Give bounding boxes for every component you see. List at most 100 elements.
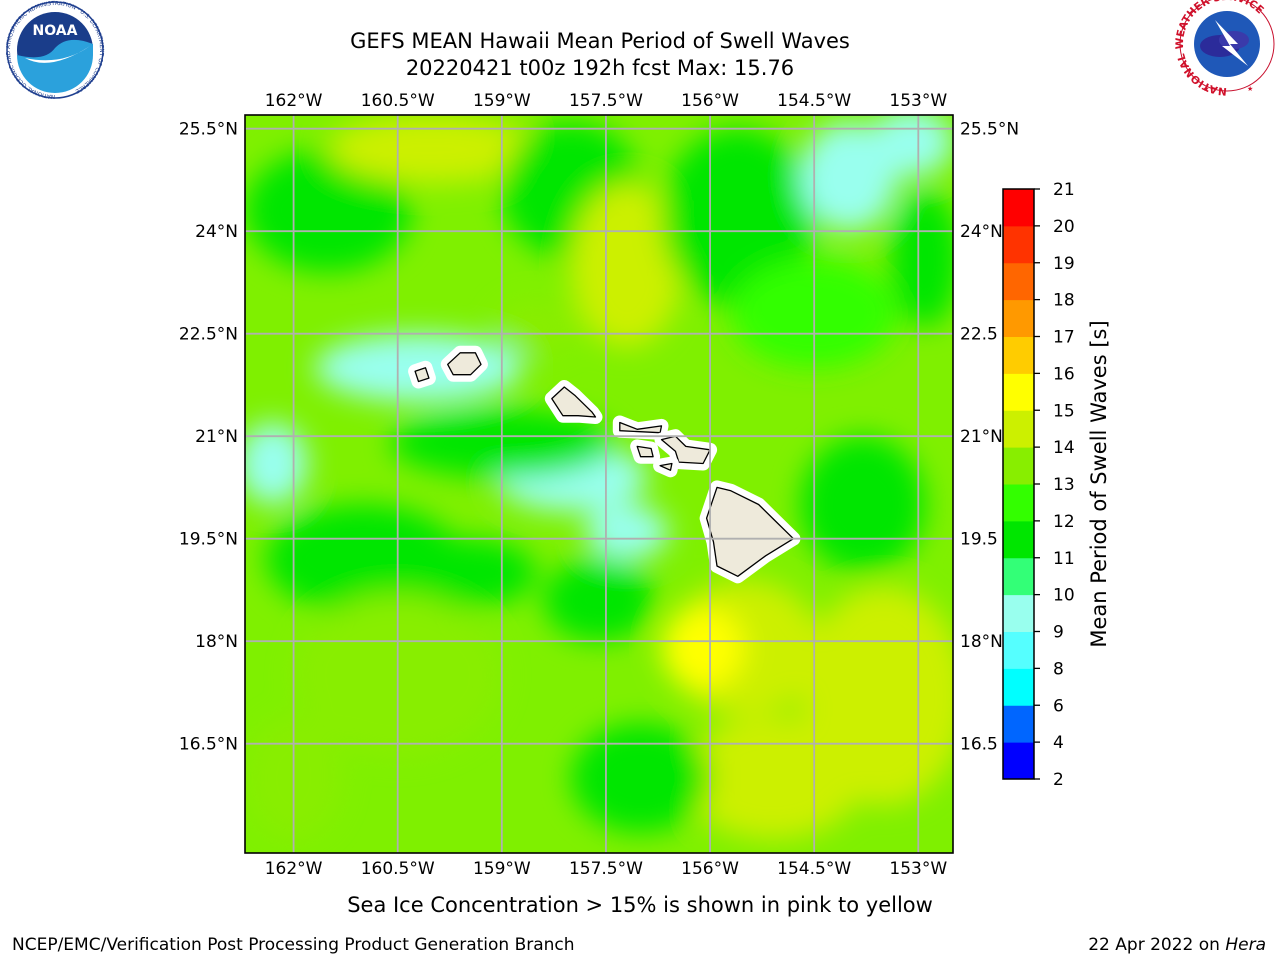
island-oahu [551, 386, 597, 418]
field-patch [245, 422, 308, 505]
map-gridlines [245, 115, 953, 853]
run-date-machine: Hera [1225, 935, 1266, 955]
colorbar-segment [1003, 557, 1034, 596]
field-patch [869, 115, 953, 177]
colorbar-segment [1003, 336, 1034, 374]
island-hawaii [705, 486, 795, 577]
lon-tick-label-bottom: 154.5°W [777, 859, 851, 879]
colorbar-segment [1003, 225, 1034, 264]
island-maui [660, 435, 711, 465]
lat-tick-label-right: 21°N [960, 427, 1003, 447]
lon-tick-label-top: 156°W [681, 91, 739, 111]
island-lanai [636, 445, 654, 458]
lat-tick-label-left: 21°N [195, 427, 238, 447]
colorbar-segment [1003, 631, 1034, 669]
lat-tick-label-right: 19.5 [960, 530, 998, 550]
map-tick-labels: 162°W 162°W 160.5°W 160.5°W 159°W 159°W 157.5°… [179, 91, 1019, 879]
lon-tick-label-bottom: 159°W [473, 859, 531, 879]
lat-tick-label-right: 16.5 [960, 735, 998, 755]
colorbar-tick-label: 17 [1053, 328, 1075, 348]
lat-tick-label-left: 25.5°N [179, 120, 238, 140]
lat-tick-label-left: 19.5°N [179, 530, 238, 550]
island-molokai [619, 421, 663, 434]
map-title-line1: GEFS MEAN Hawaii Mean Period of Swell Wa… [350, 29, 850, 53]
lat-tick-label-left: 16.5°N [179, 735, 238, 755]
lon-tick-label-top: 160.5°W [361, 91, 435, 111]
map-frame [244, 114, 954, 854]
field-patch [494, 299, 579, 355]
colorbar-segment [1003, 594, 1034, 632]
colorbar-tick-label: 2 [1053, 770, 1064, 790]
field-patch [328, 115, 537, 184]
nws-logo-icon: NATIONAL WEATHER SERVICE ★ ★ [1174, 0, 1275, 97]
island-kauai [447, 352, 482, 376]
colorbar-segment [1003, 299, 1034, 337]
colorbar-tick-label: 19 [1053, 254, 1075, 274]
colorbar-segment [1003, 484, 1034, 522]
noaa-logo-icon: NATIONAL OCEANIC AND ATMOSPHERIC ADMINIS… [6, 1, 104, 99]
lat-tick-label-left: 22.5°N [179, 325, 238, 345]
field-patch [543, 559, 655, 642]
colorbar-tick-label: 21 [1053, 180, 1075, 200]
lat-tick-label-right: 22.5 [960, 325, 998, 345]
colorbar-label: Mean Period of Swell Waves [s] [1087, 320, 1111, 647]
map-title-line2: 20220421 t00z 192h fcst Max: 15.76 [406, 56, 794, 80]
run-date-prefix: 22 Apr 2022 on [1088, 935, 1225, 955]
lon-tick-label-top: 154.5°W [777, 91, 851, 111]
colorbar-tick-label: 4 [1053, 733, 1064, 753]
colorbar-tick-label: 18 [1053, 291, 1075, 311]
lon-tick-label-bottom: 162°W [265, 859, 323, 879]
lon-tick-label-bottom: 153°W [889, 859, 947, 879]
field-patch [682, 716, 863, 840]
colorbar: 2 4 6 8 9 10 11 12 13 14 15 16 17 18 19 20 21 Mean Perio… [1002, 180, 1111, 790]
field-patch [245, 149, 412, 273]
colorbar-tick-label: 8 [1053, 659, 1064, 679]
lon-tick-label-bottom: 157.5°W [569, 859, 643, 879]
lon-tick-label-top: 162°W [265, 91, 323, 111]
colorbar-tick-label: 12 [1053, 512, 1075, 532]
lon-tick-label-top: 159°W [473, 91, 531, 111]
island-kahoolawe [659, 462, 673, 471]
colorbar-segment [1003, 668, 1034, 706]
colorbar-tick-label: 9 [1053, 623, 1064, 643]
field-patch [661, 607, 745, 689]
swell-period-map: 162°W 162°W 160.5°W 160.5°W 159°W 159°W 157.5°… [179, 91, 1019, 879]
svg-text:★: ★ [1203, 85, 1209, 93]
svg-text:★: ★ [1247, 85, 1253, 93]
run-date: 22 Apr 2022 on Hera [1088, 935, 1266, 955]
lat-tick-label-right: 18°N [960, 632, 1003, 652]
lon-tick-label-bottom: 156°W [681, 859, 739, 879]
colorbar-segment [1003, 189, 1034, 227]
field-patch [890, 190, 953, 327]
colorbar-tick-label: 14 [1053, 438, 1075, 458]
lat-tick-label-left: 24°N [195, 222, 238, 242]
field-patch [800, 436, 926, 573]
noaa-logo-text: NOAA [33, 23, 78, 39]
colorbar-segment [1003, 520, 1034, 559]
colorbar-segment [1003, 262, 1034, 301]
colorbar-tick-label: 11 [1053, 549, 1075, 569]
credit-text: NCEP/EMC/Verification Post Processing Pr… [12, 935, 575, 955]
colorbar-tick-label: 6 [1053, 696, 1064, 716]
sea-ice-note: Sea Ice Concentration > 15% is shown in … [347, 893, 933, 917]
colorbar-segment [1003, 447, 1034, 485]
lon-tick-label-top: 157.5°W [569, 91, 643, 111]
island-layer [408, 345, 801, 584]
colorbar-tick-label: 16 [1053, 364, 1075, 384]
field-patch [585, 504, 669, 560]
field-patch [661, 128, 815, 307]
colorbar-segment [1003, 705, 1034, 743]
colorbar-tick-label: 20 [1053, 217, 1075, 237]
colorbar-tick-label: 10 [1053, 586, 1075, 606]
field-patch [571, 723, 711, 833]
colorbar-segment [1003, 410, 1034, 448]
colorbar-segment [1003, 742, 1034, 780]
lat-tick-label-left: 18°N [195, 632, 238, 652]
colorbar-segment [1003, 373, 1034, 411]
lon-tick-label-top: 153°W [889, 91, 947, 111]
colorbar-tick-label: 13 [1053, 475, 1075, 495]
colorbar-tick-label: 15 [1053, 401, 1075, 421]
lon-tick-label-bottom: 160.5°W [361, 859, 435, 879]
island-niihau [414, 367, 430, 383]
